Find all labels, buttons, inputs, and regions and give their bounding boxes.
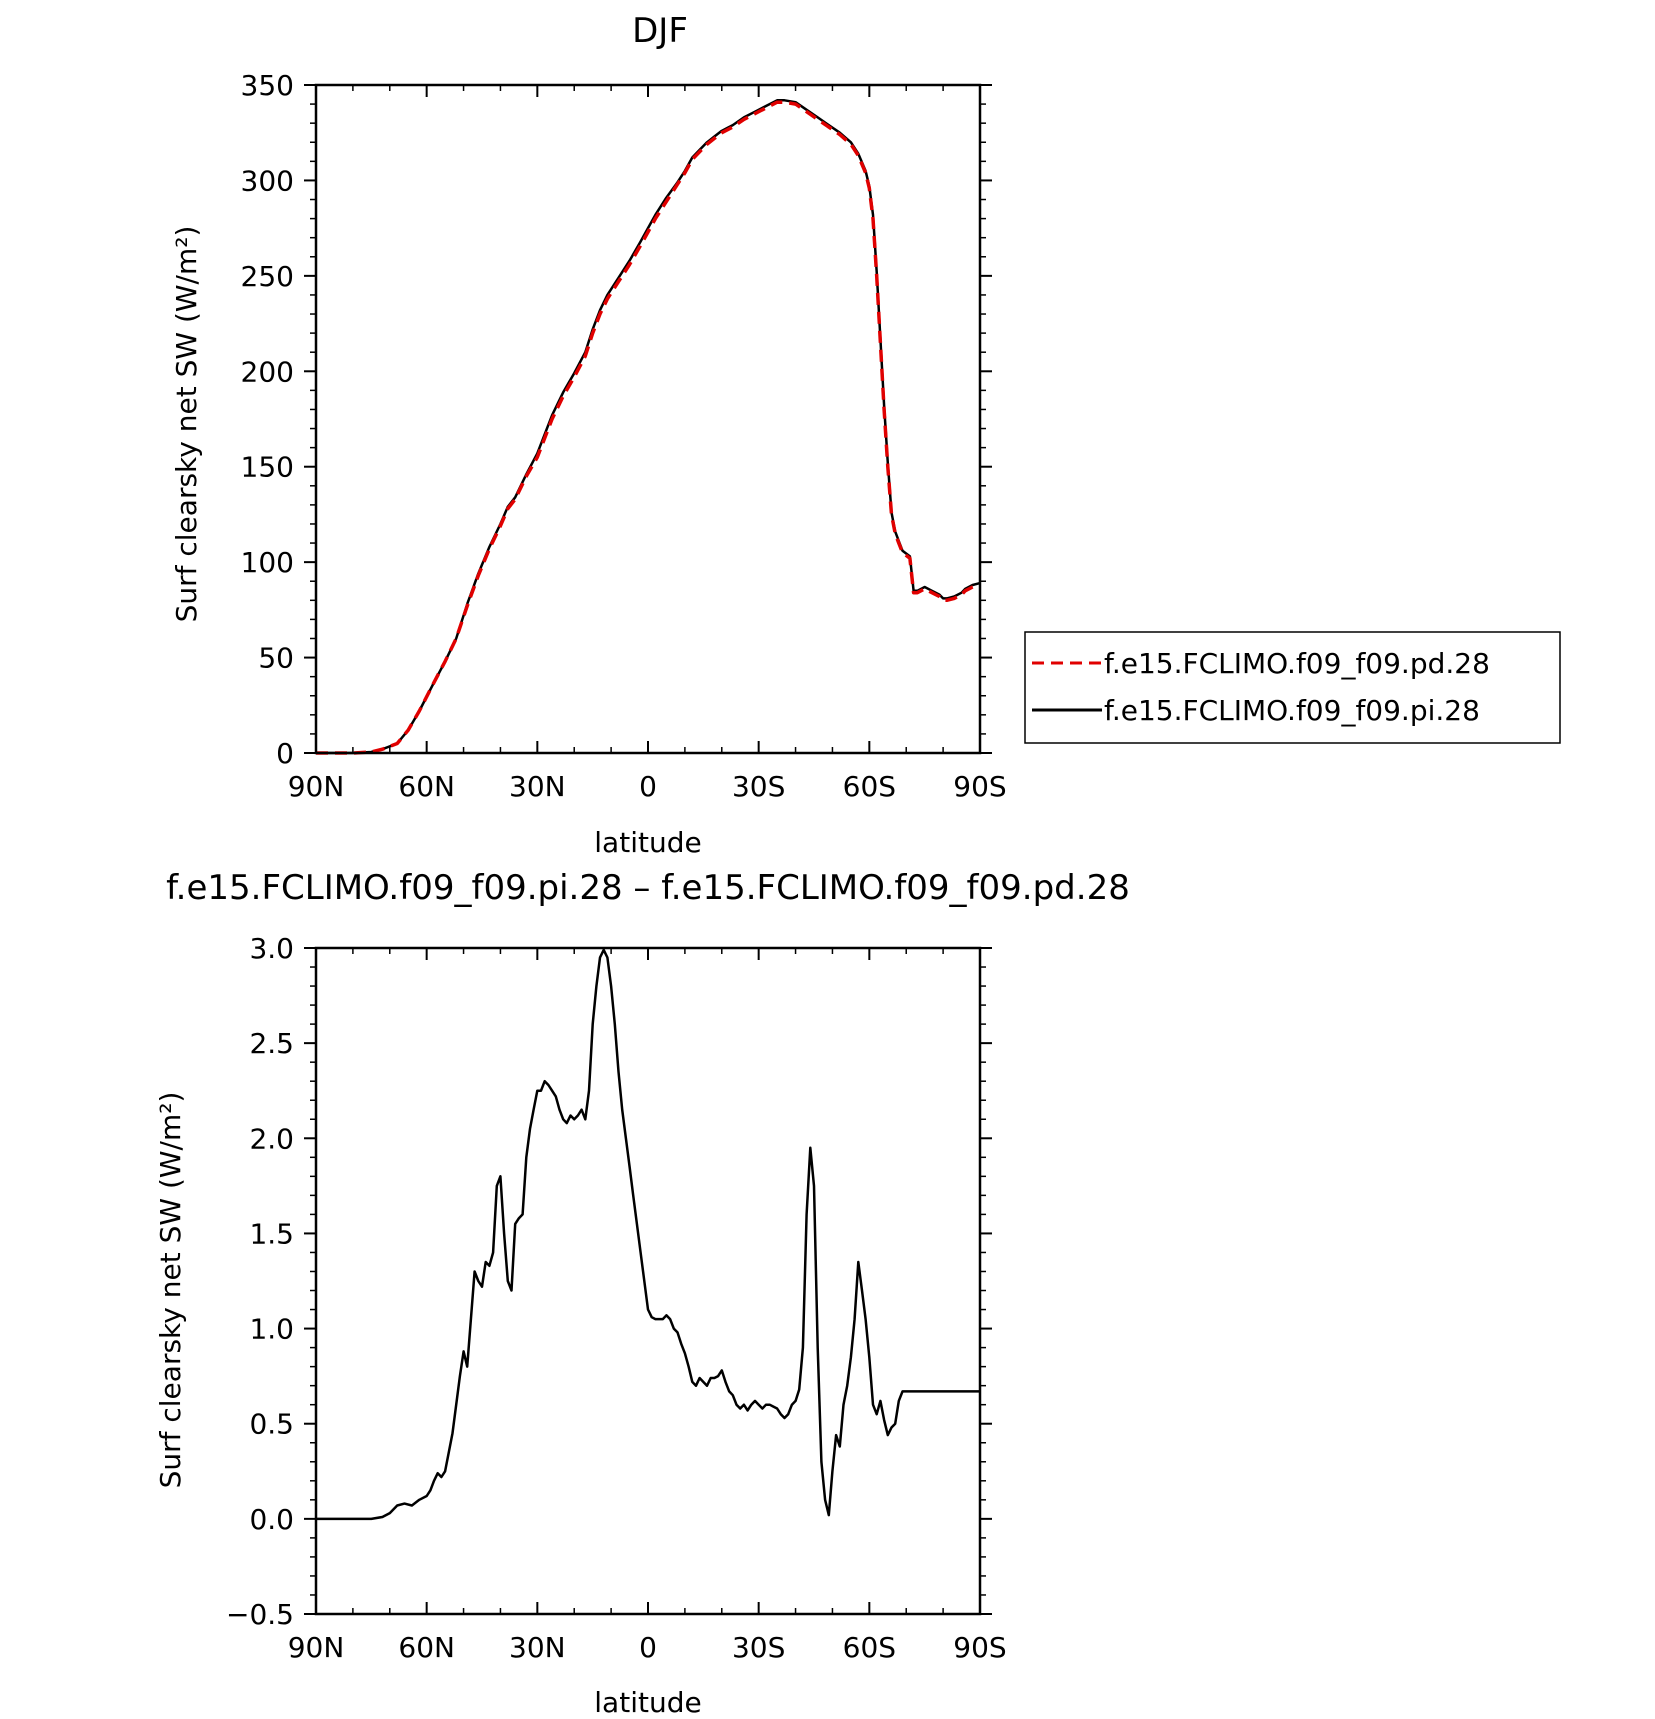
bottom-chart-xtick-label: 0 (639, 1631, 657, 1664)
bottom-chart-ytick-label: 0.0 (249, 1503, 294, 1536)
top-chart-ytick-label: 50 (258, 642, 294, 675)
top-chart-xtick-label: 90S (953, 770, 1006, 803)
top-chart-xtick-label: 90N (288, 770, 345, 803)
legend-label-pi: f.e15.FCLIMO.f09_f09.pi.28 (1104, 694, 1480, 727)
bottom-chart-ylabel: Surf clearsky net SW (W/m²) (154, 1092, 187, 1489)
top-chart-xtick-label: 60S (843, 770, 896, 803)
top-chart-series (316, 99, 981, 755)
legend-box (1024, 631, 1561, 744)
bottom-chart-ticks: 90N 60N 30N 0 30S 60S 90S −0.5 0.0 0.5 1.0 1.5 2.0 2.… (226, 932, 1007, 1664)
bottom-chart-ytick-label: −0.5 (226, 1598, 294, 1631)
bottom-chart-ytick-label: 0.5 (249, 1408, 294, 1441)
bottom-chart-xtick-label: 30S (732, 1631, 785, 1664)
top-chart-xtick-label: 30S (732, 770, 785, 803)
top-chart-xlabel: latitude (594, 826, 701, 859)
top-chart-ytick-label: 0 (276, 737, 294, 770)
top-chart: DJF Surf clearsky net SW (W/m²) latitude… (170, 11, 1561, 859)
bottom-chart-ytick-label: 3.0 (249, 932, 294, 965)
top-chart-ytick-label: 100 (241, 546, 294, 579)
top-chart-ytick-label: 350 (241, 69, 294, 102)
bottom-chart: f.e15.FCLIMO.f09_f09.pi.28 – f.e15.FCLIM… (154, 868, 1130, 1719)
bottom-chart-xtick-label: 60S (843, 1631, 896, 1664)
bottom-chart-xtick-label: 30N (509, 1631, 566, 1664)
bottom-chart-series-line-1 (316, 948, 980, 1521)
top-chart-xtick-label: 30N (509, 770, 566, 803)
bottom-chart-xtick-label: 90S (953, 1631, 1006, 1664)
top-chart-frame (314, 83, 982, 755)
bottom-chart-xtick-label: 60N (398, 1631, 455, 1664)
legend-label-pd: f.e15.FCLIMO.f09_f09.pd.28 (1104, 647, 1490, 680)
top-chart-title: DJF (632, 11, 688, 51)
bottom-chart-ytick-label: 2.5 (249, 1027, 294, 1060)
top-chart-ylabel: Surf clearsky net SW (W/m²) (170, 226, 203, 623)
top-chart-series-line-2 (316, 99, 981, 755)
bottom-chart-xlabel: latitude (594, 1686, 701, 1719)
top-chart-ticks: 90N 60N 30N 0 30S 60S 90S 0 50 100 150 200 250 300 350 (241, 69, 1007, 803)
bottom-chart-ytick-label: 2.0 (249, 1122, 294, 1155)
top-chart-xtick-label: 0 (639, 770, 657, 803)
bottom-chart-ytick-label: 1.0 (249, 1313, 294, 1346)
legend: f.e15.FCLIMO.f09_f09.pd.28 f.e15.FCLIMO.… (1024, 631, 1561, 744)
top-chart-ytick-label: 250 (241, 260, 294, 293)
bottom-chart-ytick-label: 1.5 (249, 1217, 294, 1250)
top-chart-xtick-label: 60N (398, 770, 455, 803)
bottom-chart-series (316, 948, 980, 1521)
top-chart-ytick-label: 300 (241, 164, 294, 197)
top-chart-ytick-label: 150 (241, 451, 294, 484)
top-chart-ytick-label: 200 (241, 355, 294, 388)
bottom-chart-frame (314, 946, 982, 1616)
bottom-chart-xtick-label: 90N (288, 1631, 345, 1664)
top-chart-series-line-1 (316, 100, 981, 755)
bottom-chart-title: f.e15.FCLIMO.f09_f09.pi.28 – f.e15.FCLIM… (166, 868, 1130, 908)
